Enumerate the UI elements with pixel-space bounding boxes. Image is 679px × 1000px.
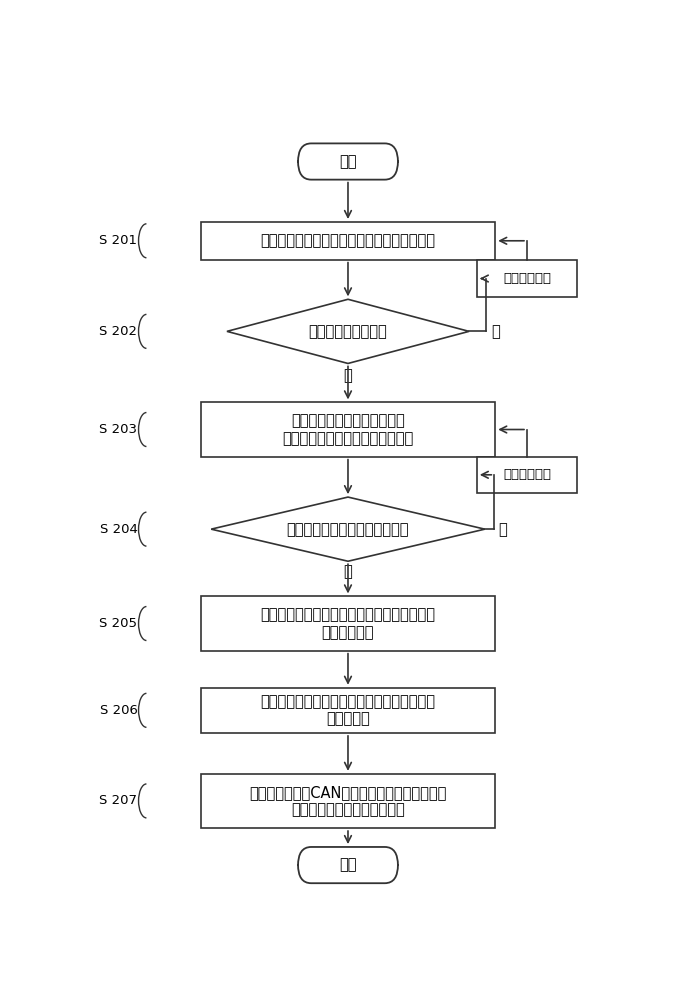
Text: 各系统处于就绪状态: 各系统处于就绪状态: [309, 324, 387, 339]
Bar: [201, 774, 496, 828]
Text: 整车控制器、动力系统能量源控制器系统自检: 整车控制器、动力系统能量源控制器系统自检: [261, 233, 435, 248]
Text: 故障处理机制: 故障处理机制: [503, 272, 551, 285]
Text: 是: 是: [344, 368, 352, 383]
Text: S 207: S 207: [100, 794, 137, 807]
Bar: [477, 457, 577, 493]
Text: 结束: 结束: [340, 858, 356, 873]
Text: 否: 否: [491, 324, 500, 339]
Text: 是: 是: [344, 564, 352, 579]
Bar: [477, 260, 577, 297]
Text: S 203: S 203: [100, 423, 137, 436]
Text: S 206: S 206: [100, 704, 137, 717]
Text: 否: 否: [498, 522, 507, 537]
Text: 故障处理机制: 故障处理机制: [503, 468, 551, 481]
Text: 通过模糊逻辑规则对能量源的实时计算功率进
行调整修正: 通过模糊逻辑规则对能量源的实时计算功率进 行调整修正: [261, 694, 435, 727]
FancyBboxPatch shape: [298, 143, 398, 180]
FancyBboxPatch shape: [298, 847, 398, 883]
Text: 开始: 开始: [340, 154, 356, 169]
Bar: [201, 402, 496, 457]
Text: S 201: S 201: [100, 234, 137, 247]
Polygon shape: [227, 299, 469, 363]
Text: S 205: S 205: [100, 617, 137, 630]
Text: 整车控制器通过CAN总线向增程器控制器、动力
电池控制器发送输出功率结果: 整车控制器通过CAN总线向增程器控制器、动力 电池控制器发送输出功率结果: [249, 785, 447, 817]
Bar: [201, 596, 496, 651]
Bar: [201, 688, 496, 733]
Text: 整车控制器向动力系统能量源
控制器、电机控制器发送访问信号: 整车控制器向动力系统能量源 控制器、电机控制器发送访问信号: [282, 413, 414, 446]
Bar: [201, 222, 496, 260]
Text: S 204: S 204: [100, 523, 137, 536]
Polygon shape: [211, 497, 485, 561]
Text: S 202: S 202: [100, 325, 137, 338]
Text: 整车控制器通过模糊逻辑算法实时计算各个能
量源输出功率: 整车控制器通过模糊逻辑算法实时计算各个能 量源输出功率: [261, 607, 435, 640]
Text: 判断接收到的信号数据是否完整: 判断接收到的信号数据是否完整: [287, 522, 409, 537]
